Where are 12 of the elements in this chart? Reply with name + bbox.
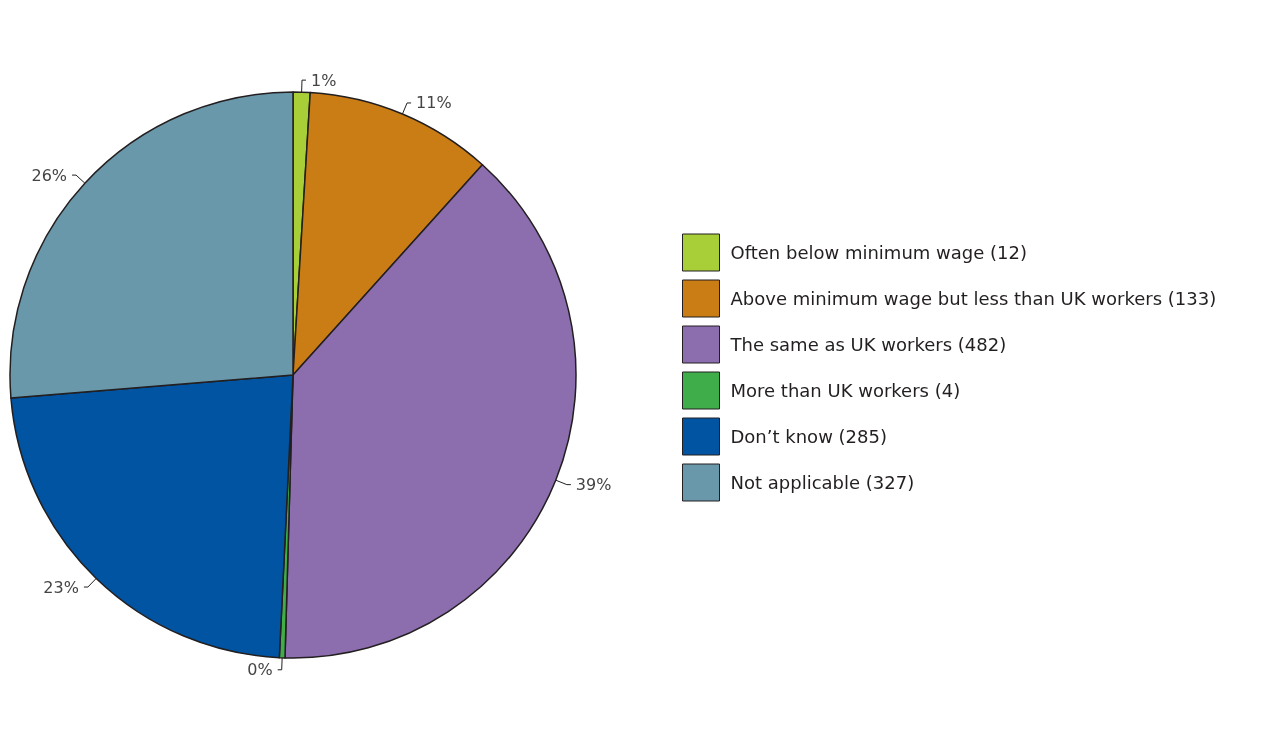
data-label: 11%	[416, 93, 452, 113]
legend-label: The same as UK workers (482)	[729, 334, 1007, 355]
legend-label: Above minimum wage but less than UK workers (133)	[730, 288, 1217, 309]
legend-label: Often below minimum wage (12)	[730, 242, 1027, 263]
data-label: 39%	[575, 475, 612, 495]
legend-label: Don’t know (285)	[730, 426, 887, 447]
data-label: 1%	[310, 70, 337, 90]
data-label: 26%	[31, 165, 68, 185]
legend-label: More than UK workers (4)	[730, 380, 961, 401]
legend-label: Not applicable (327)	[730, 472, 915, 493]
data-label: 0%	[247, 660, 273, 680]
data-label: 23%	[43, 577, 79, 597]
